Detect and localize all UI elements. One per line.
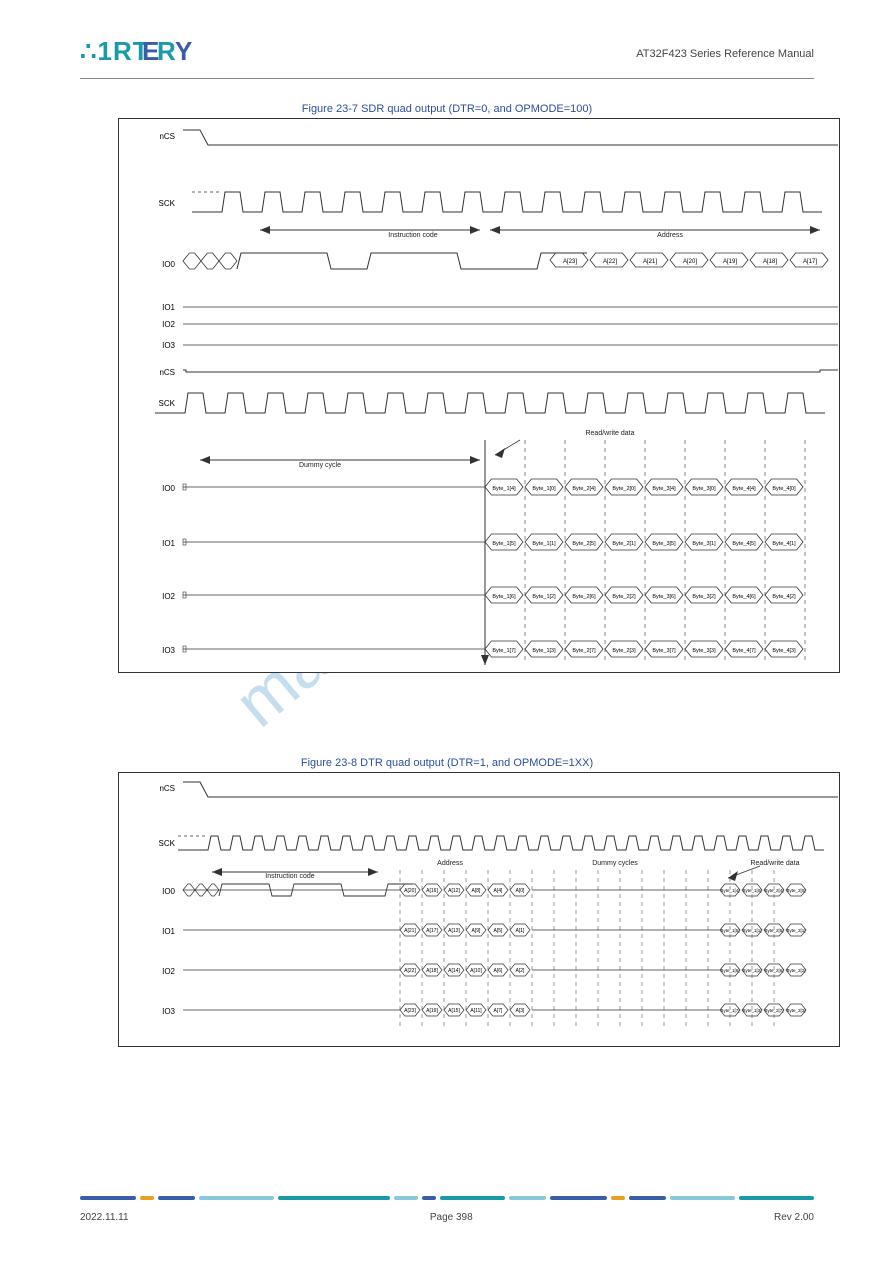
svg-text:IO2: IO2 (162, 967, 175, 976)
svg-text:Byte_1[6]: Byte_1[6] (720, 968, 739, 973)
svg-text:A[10]: A[10] (470, 968, 482, 974)
svg-text:A[13]: A[13] (448, 928, 460, 934)
svg-text:A[1]: A[1] (516, 928, 526, 934)
svg-text:A[18]: A[18] (426, 968, 438, 974)
footer-date: 2022.11.11 (80, 1212, 129, 1223)
svg-text:A[9]: A[9] (472, 928, 482, 934)
svg-text:A[20]: A[20] (404, 888, 416, 894)
phase2-rwdata: Read/write data (720, 860, 830, 867)
svg-text:Byte_1[3]: Byte_1[3] (742, 1008, 761, 1013)
svg-text:A[8]: A[8] (472, 888, 482, 894)
svg-text:IO1: IO1 (162, 927, 175, 936)
svg-text:Byte_2[4]: Byte_2[4] (764, 888, 783, 893)
svg-text:A[16]: A[16] (426, 888, 438, 894)
svg-text:IO0: IO0 (162, 887, 175, 896)
svg-text:A[11]: A[11] (470, 1008, 482, 1014)
svg-text:A[4]: A[4] (494, 888, 504, 894)
footer-rev: Rev 2.00 (774, 1212, 814, 1223)
svg-text:A[6]: A[6] (494, 968, 504, 974)
svg-text:Byte_1[4]: Byte_1[4] (720, 888, 739, 893)
svg-text:Byte_2[5]: Byte_2[5] (764, 928, 783, 933)
svg-text:A[7]: A[7] (494, 1008, 504, 1014)
svg-text:nCS: nCS (159, 784, 175, 793)
figure2-waveforms: nCS SCK IO0 A[20] A[16] A[12] A[8] A[4] A[0] B… (0, 0, 894, 1100)
svg-text:A[22]: A[22] (404, 968, 416, 974)
svg-text:A[12]: A[12] (448, 888, 460, 894)
svg-text:SCK: SCK (159, 839, 176, 848)
svg-text:Byte_2[1]: Byte_2[1] (786, 928, 805, 933)
svg-text:Byte_2[7]: Byte_2[7] (764, 1008, 783, 1013)
footer-color-bar (80, 1196, 814, 1202)
svg-text:A[23]: A[23] (404, 1008, 416, 1014)
phase2-instruction: Instruction code (240, 873, 340, 880)
footer-page: Page 398 (430, 1212, 473, 1223)
svg-text:A[15]: A[15] (448, 1008, 460, 1014)
svg-text:Byte_2[6]: Byte_2[6] (764, 968, 783, 973)
svg-text:Byte_2[3]: Byte_2[3] (786, 1008, 805, 1013)
svg-text:A[17]: A[17] (426, 928, 438, 934)
svg-text:A[5]: A[5] (494, 928, 504, 934)
svg-text:Byte_1[0]: Byte_1[0] (742, 888, 761, 893)
phase2-address: Address (400, 860, 500, 867)
svg-text:IO3: IO3 (162, 1007, 175, 1016)
page-footer: 2022.11.11 Page 398 Rev 2.00 (80, 1196, 814, 1223)
svg-text:Byte_2[0]: Byte_2[0] (786, 888, 805, 893)
svg-text:Byte_1[2]: Byte_1[2] (742, 968, 761, 973)
svg-text:A[0]: A[0] (516, 888, 526, 894)
svg-text:A[19]: A[19] (426, 1008, 438, 1014)
svg-text:Byte_1[1]: Byte_1[1] (742, 928, 761, 933)
svg-text:Byte_1[5]: Byte_1[5] (720, 928, 739, 933)
svg-text:A[2]: A[2] (516, 968, 526, 974)
svg-text:Byte_2[2]: Byte_2[2] (786, 968, 805, 973)
svg-text:Byte_1[7]: Byte_1[7] (720, 1008, 739, 1013)
svg-text:A[14]: A[14] (448, 968, 460, 974)
svg-text:A[3]: A[3] (516, 1008, 526, 1014)
phase2-dummy: Dummy cycles (555, 860, 675, 867)
svg-text:A[21]: A[21] (404, 928, 416, 934)
